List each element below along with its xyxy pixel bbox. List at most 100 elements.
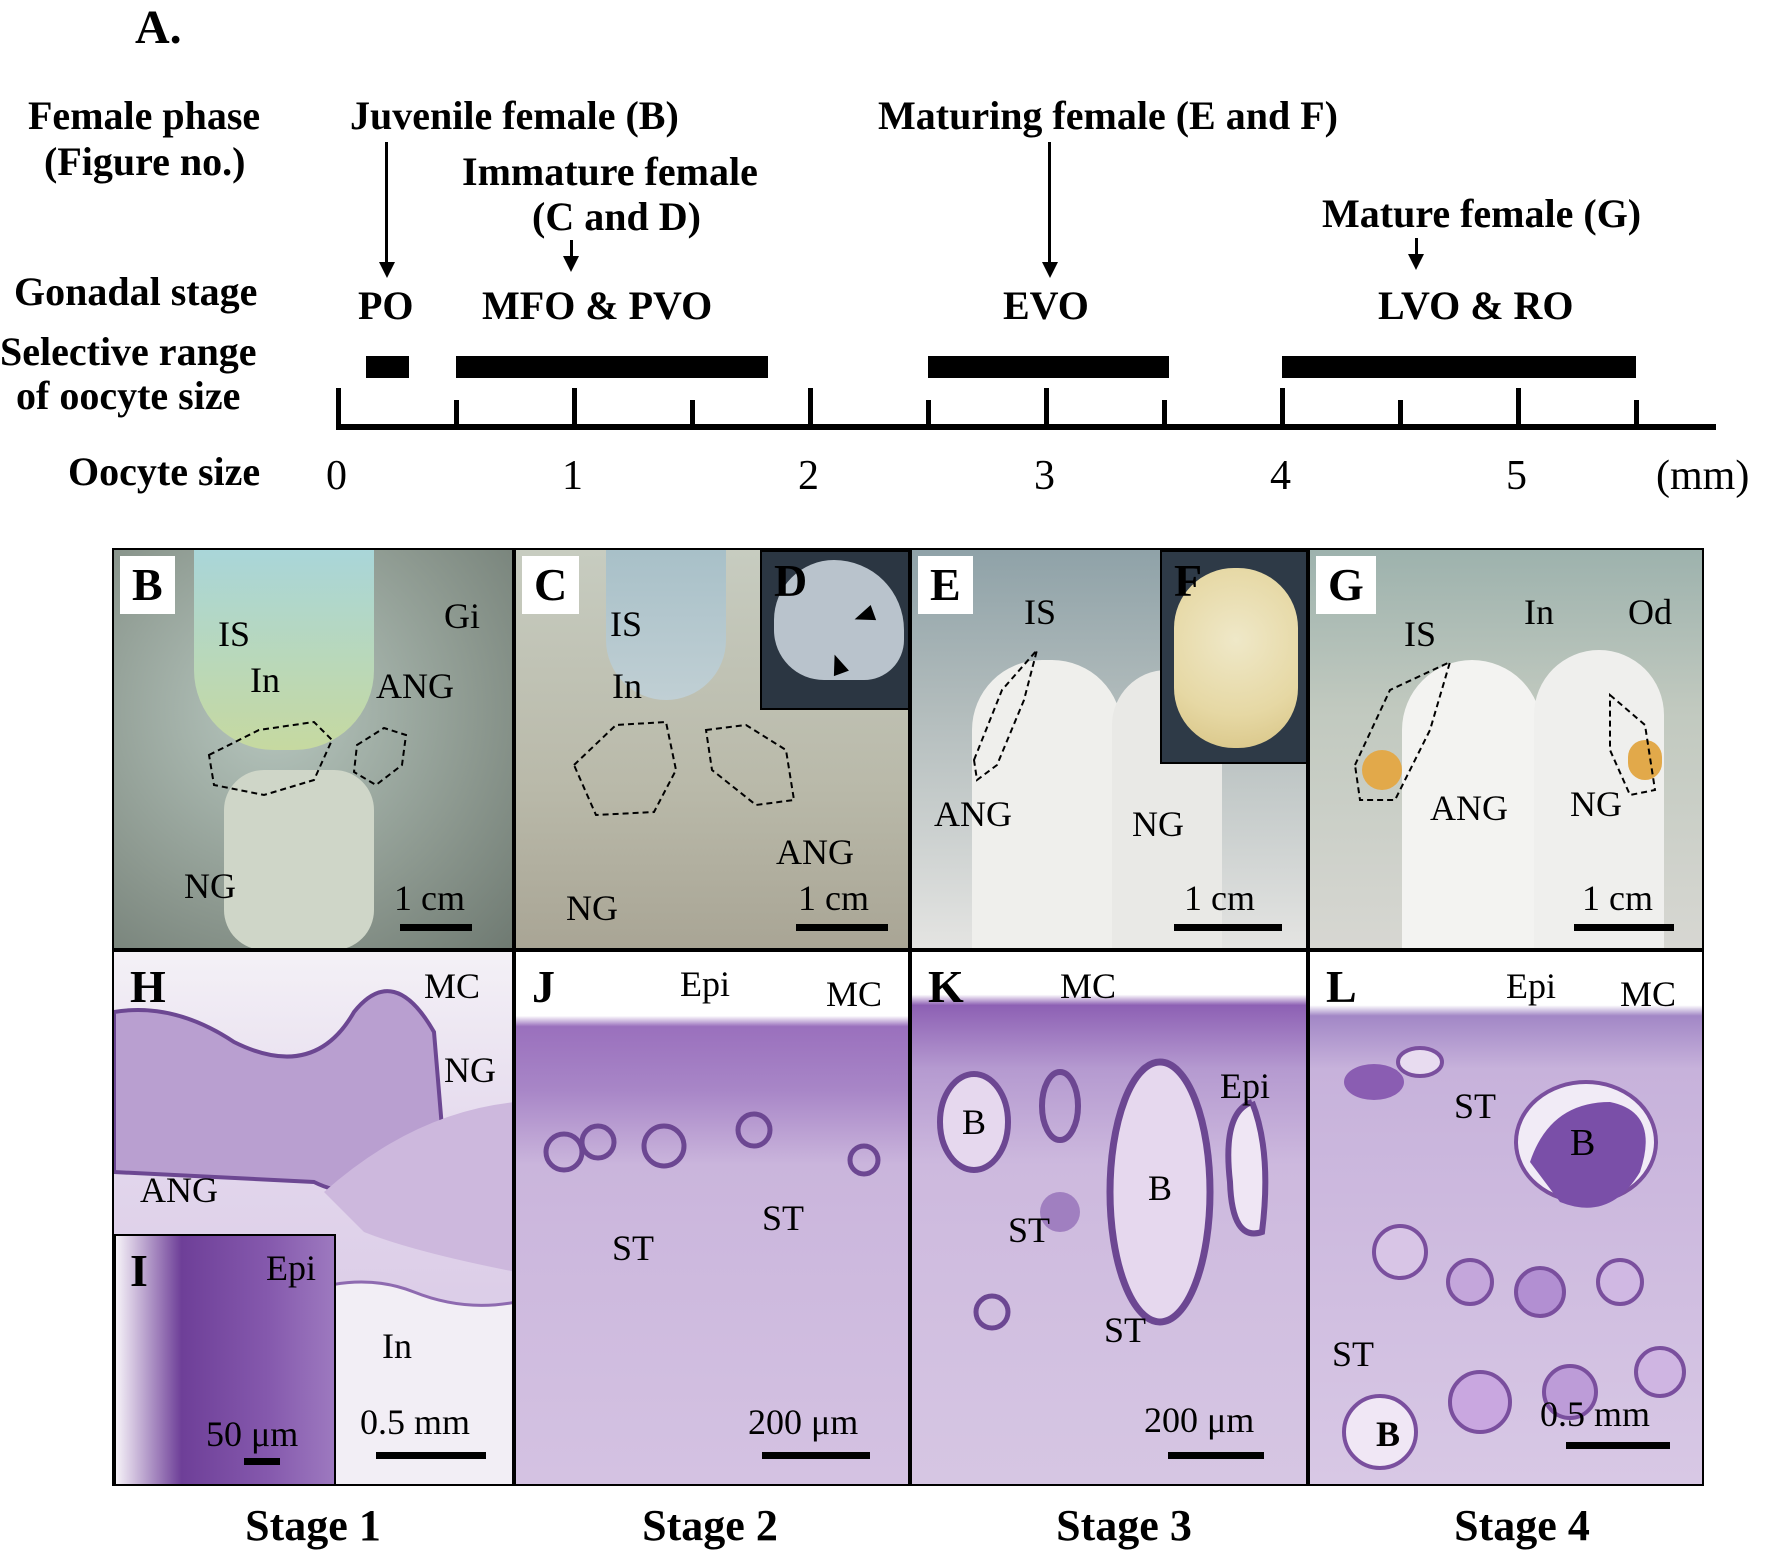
label-mc: MC <box>1060 966 1117 1006</box>
panel-e: E IS ANG NG 1 cm F <box>910 548 1308 950</box>
scale-label: 200 μm <box>748 1402 859 1442</box>
stage-lvo-ro: LVO & RO <box>1378 283 1574 328</box>
label-ang: ANG <box>1430 788 1508 828</box>
label-is: IS <box>1404 614 1437 654</box>
phase-maturing: Maturing female (E and F) <box>878 93 1338 138</box>
stage-evo: EVO <box>1003 283 1089 328</box>
tissue-sample <box>774 560 904 680</box>
axis-tick-label: 1 <box>562 453 583 499</box>
panel-l-tubules <box>1342 1046 1686 1470</box>
scale-bar <box>1574 924 1674 931</box>
figure-no-label: (Figure no.) <box>44 139 246 184</box>
panel-g-label: G <box>1316 556 1376 614</box>
gonadal-stage-label: Gonadal stage <box>14 269 258 314</box>
axis-tick-label: 0 <box>326 453 347 499</box>
label-in: In <box>382 1326 412 1366</box>
axis-tick <box>1398 400 1403 428</box>
arrow-mature-head <box>1408 254 1424 270</box>
scale-bar <box>1174 924 1282 931</box>
label-is: IS <box>1024 592 1057 632</box>
phase-immature-line2: (C and D) <box>532 194 701 239</box>
label-epi: Epi <box>1506 966 1556 1006</box>
scale-label: 1 cm <box>1582 878 1653 918</box>
panel-c-label: C <box>522 556 580 614</box>
scale-label: 50 μm <box>206 1414 299 1454</box>
panel-k-tubules <box>937 1058 1269 1331</box>
nidamental-gland-region <box>224 770 374 948</box>
intestinal-sac-region <box>606 550 726 700</box>
stage-mfo-pvo: MFO & PVO <box>482 283 713 328</box>
label-ng: NG <box>184 866 236 906</box>
label-b: B <box>1570 1122 1596 1164</box>
phase-mature: Mature female (G) <box>1322 191 1642 236</box>
panel-i-label: I <box>130 1245 148 1296</box>
panel-g-outlines <box>1353 660 1657 801</box>
axis-tick <box>336 388 341 428</box>
label-ng: NG <box>1570 784 1622 824</box>
axis-tick-label: 3 <box>1034 453 1055 499</box>
panel-b-outlines <box>207 720 408 797</box>
panel-a-label: A. <box>135 1 182 54</box>
gland-orange-left <box>1362 750 1402 790</box>
axis-tick <box>808 388 813 428</box>
gland-orange-right <box>1628 740 1662 780</box>
scale-bar <box>1168 1452 1264 1459</box>
label-st: ST <box>762 1198 805 1238</box>
label-in: In <box>1524 592 1554 632</box>
scale-bar <box>762 1452 870 1459</box>
scale-label: 1 cm <box>1184 878 1255 918</box>
oocyte-size-range-bar <box>366 356 409 378</box>
label-is: IS <box>610 604 643 644</box>
nidamental-gland-region <box>972 660 1122 948</box>
label-epi: Epi <box>680 964 730 1004</box>
label-ang: ANG <box>376 666 454 706</box>
label-mc: MC <box>1620 974 1677 1014</box>
panel-e-label: E <box>918 556 973 614</box>
label-ng: NG <box>1132 804 1184 844</box>
axis-tick <box>572 388 577 428</box>
panel-d: D <box>760 550 908 710</box>
panel-b-label: B <box>120 556 175 614</box>
female-phase-label: Female phase <box>28 93 261 138</box>
label-epi: Epi <box>266 1248 316 1288</box>
label-gi: Gi <box>444 596 480 636</box>
label-in: In <box>612 666 642 706</box>
panel-h-label: H <box>130 961 166 1012</box>
label-st: ST <box>1454 1086 1497 1126</box>
selective-range-label: Selective range <box>0 329 257 374</box>
axis-tick <box>1162 400 1167 428</box>
panel-j-tubules <box>543 1111 881 1177</box>
oocyte-size-range-bar <box>928 356 1169 378</box>
panel-f-label: F <box>1174 555 1203 606</box>
label-ang: ANG <box>776 832 854 872</box>
panel-e-outlines <box>972 649 1038 782</box>
scale-bar <box>1566 1442 1670 1449</box>
oocyte-size-axis <box>336 424 1716 430</box>
panel-i: I Epi 50 μm <box>114 1234 336 1484</box>
panel-k-label: K <box>928 961 964 1012</box>
phase-immature-line1: Immature female <box>462 149 758 194</box>
panel-l: L Epi MC ST B ST B 0.5 mm <box>1308 950 1704 1486</box>
label-st: ST <box>612 1228 655 1268</box>
label-ang: ANG <box>934 794 1012 834</box>
arrow-maturing-line <box>1048 142 1051 262</box>
stage-3-label: Stage 3 <box>1056 1501 1192 1550</box>
axis-tick-label: 4 <box>1270 453 1291 499</box>
phase-juvenile: Juvenile female (B) <box>350 93 679 138</box>
intestinal-sac-region <box>194 550 374 750</box>
panel-h-tissue <box>114 989 512 1484</box>
label-epi: Epi <box>1220 1066 1270 1106</box>
panel-h: H MC NG ANG In 0.5 mm I Epi 50 μm <box>112 950 514 1486</box>
panel-b: B Gi IS In ANG NG 1 cm <box>112 548 514 950</box>
label-ang: ANG <box>140 1170 218 1210</box>
stage-po: PO <box>358 283 414 328</box>
arrow-immature-head <box>563 256 579 272</box>
scale-bar <box>400 924 472 931</box>
oocyte-size-range-bar <box>1282 356 1636 378</box>
stage-1-label: Stage 1 <box>245 1501 381 1550</box>
panel-d-label: D <box>774 555 808 606</box>
arrow-maturing-head <box>1042 262 1058 278</box>
axis-tick <box>1044 388 1049 428</box>
panel-l-label: L <box>1326 961 1357 1012</box>
stage-2-label: Stage 2 <box>642 1501 778 1550</box>
